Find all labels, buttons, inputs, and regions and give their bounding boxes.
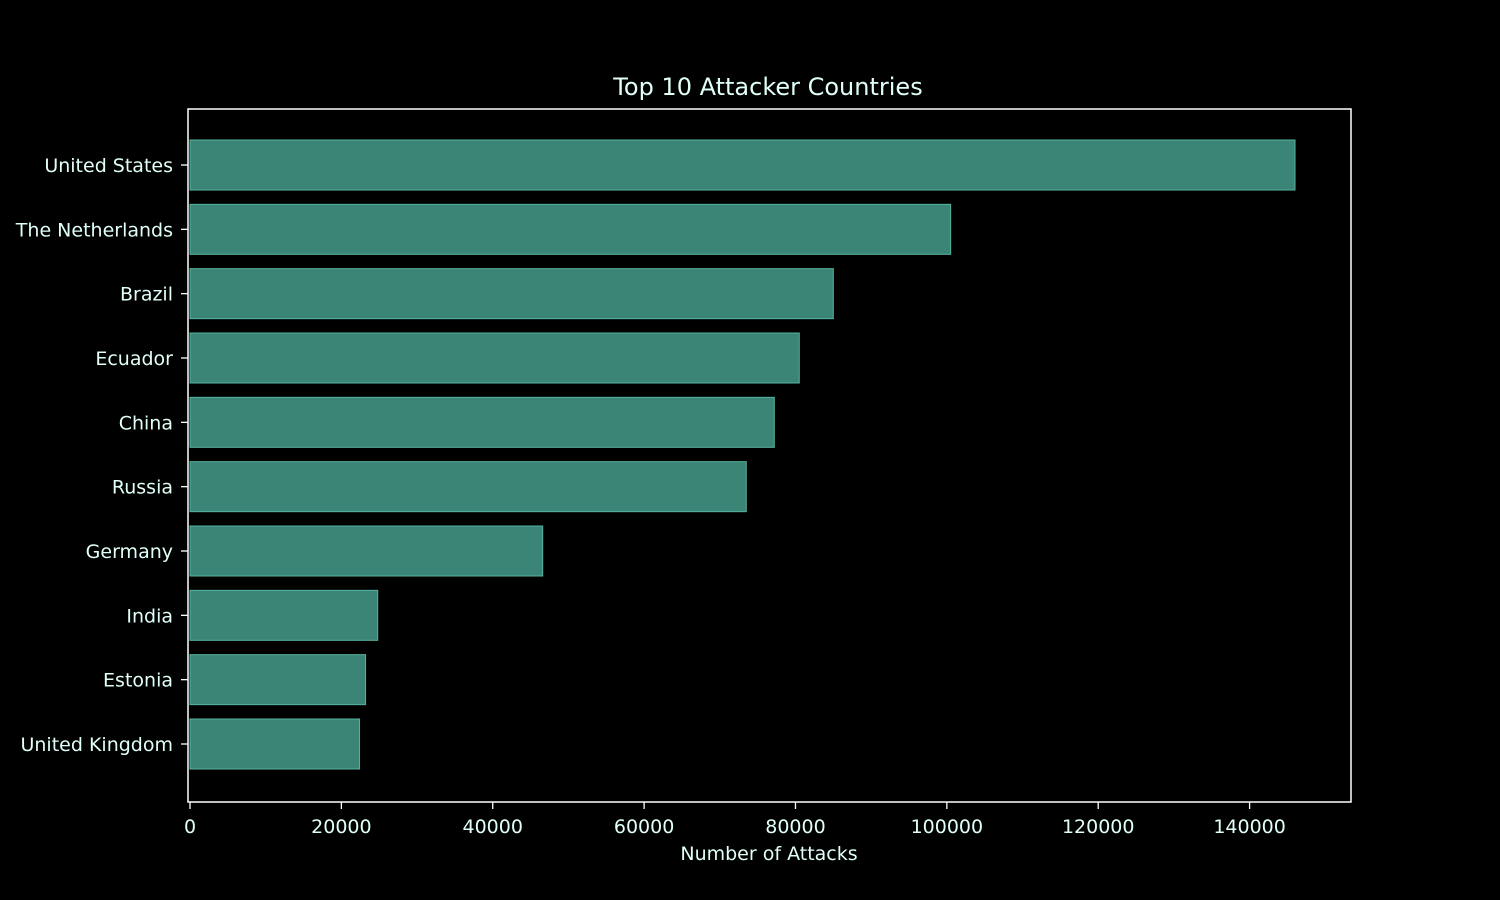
y-tick-label: Germany xyxy=(86,541,173,563)
x-tick-label: 140000 xyxy=(1213,816,1286,838)
x-axis-label: Number of Attacks xyxy=(680,843,857,865)
bar-russia xyxy=(189,461,747,513)
bar-ecuador xyxy=(189,332,800,384)
bar-united-states xyxy=(189,139,1296,191)
x-tick-label: 60000 xyxy=(614,816,674,838)
chart-title: Top 10 Attacker Countries xyxy=(612,73,922,101)
y-tick-label: India xyxy=(126,605,173,627)
x-tick-label: 40000 xyxy=(463,816,523,838)
y-tick-label: Brazil xyxy=(120,284,173,306)
y-tick-label: Estonia xyxy=(103,670,173,692)
y-tick-label: China xyxy=(119,412,173,434)
bar-estonia xyxy=(189,654,367,706)
x-tick-label: 100000 xyxy=(911,816,984,838)
bars-group xyxy=(189,139,1296,770)
y-tick-label: United States xyxy=(44,155,173,177)
x-tick-label: 20000 xyxy=(311,816,371,838)
y-tick-label: United Kingdom xyxy=(20,734,173,756)
y-tick-label: Ecuador xyxy=(95,348,173,370)
x-tick-label: 120000 xyxy=(1062,816,1135,838)
bar-the-netherlands xyxy=(189,203,952,255)
x-tick-label: 80000 xyxy=(765,816,825,838)
bar-china xyxy=(189,396,775,448)
y-tick-label: The Netherlands xyxy=(15,219,173,241)
x-axis-ticks: 0 20000 40000 60000 80000 100000 120000 140000 xyxy=(184,802,1286,838)
y-axis-ticks: United States The Netherlands Brazil Ecuado… xyxy=(15,155,188,756)
bar-india xyxy=(189,589,379,641)
plot-frame xyxy=(187,108,1352,803)
x-tick-label: 0 xyxy=(184,816,196,838)
bar-brazil xyxy=(189,268,834,320)
y-tick-label: Russia xyxy=(112,477,173,499)
bar-united-kingdom xyxy=(189,718,361,770)
bar-germany xyxy=(189,525,544,577)
